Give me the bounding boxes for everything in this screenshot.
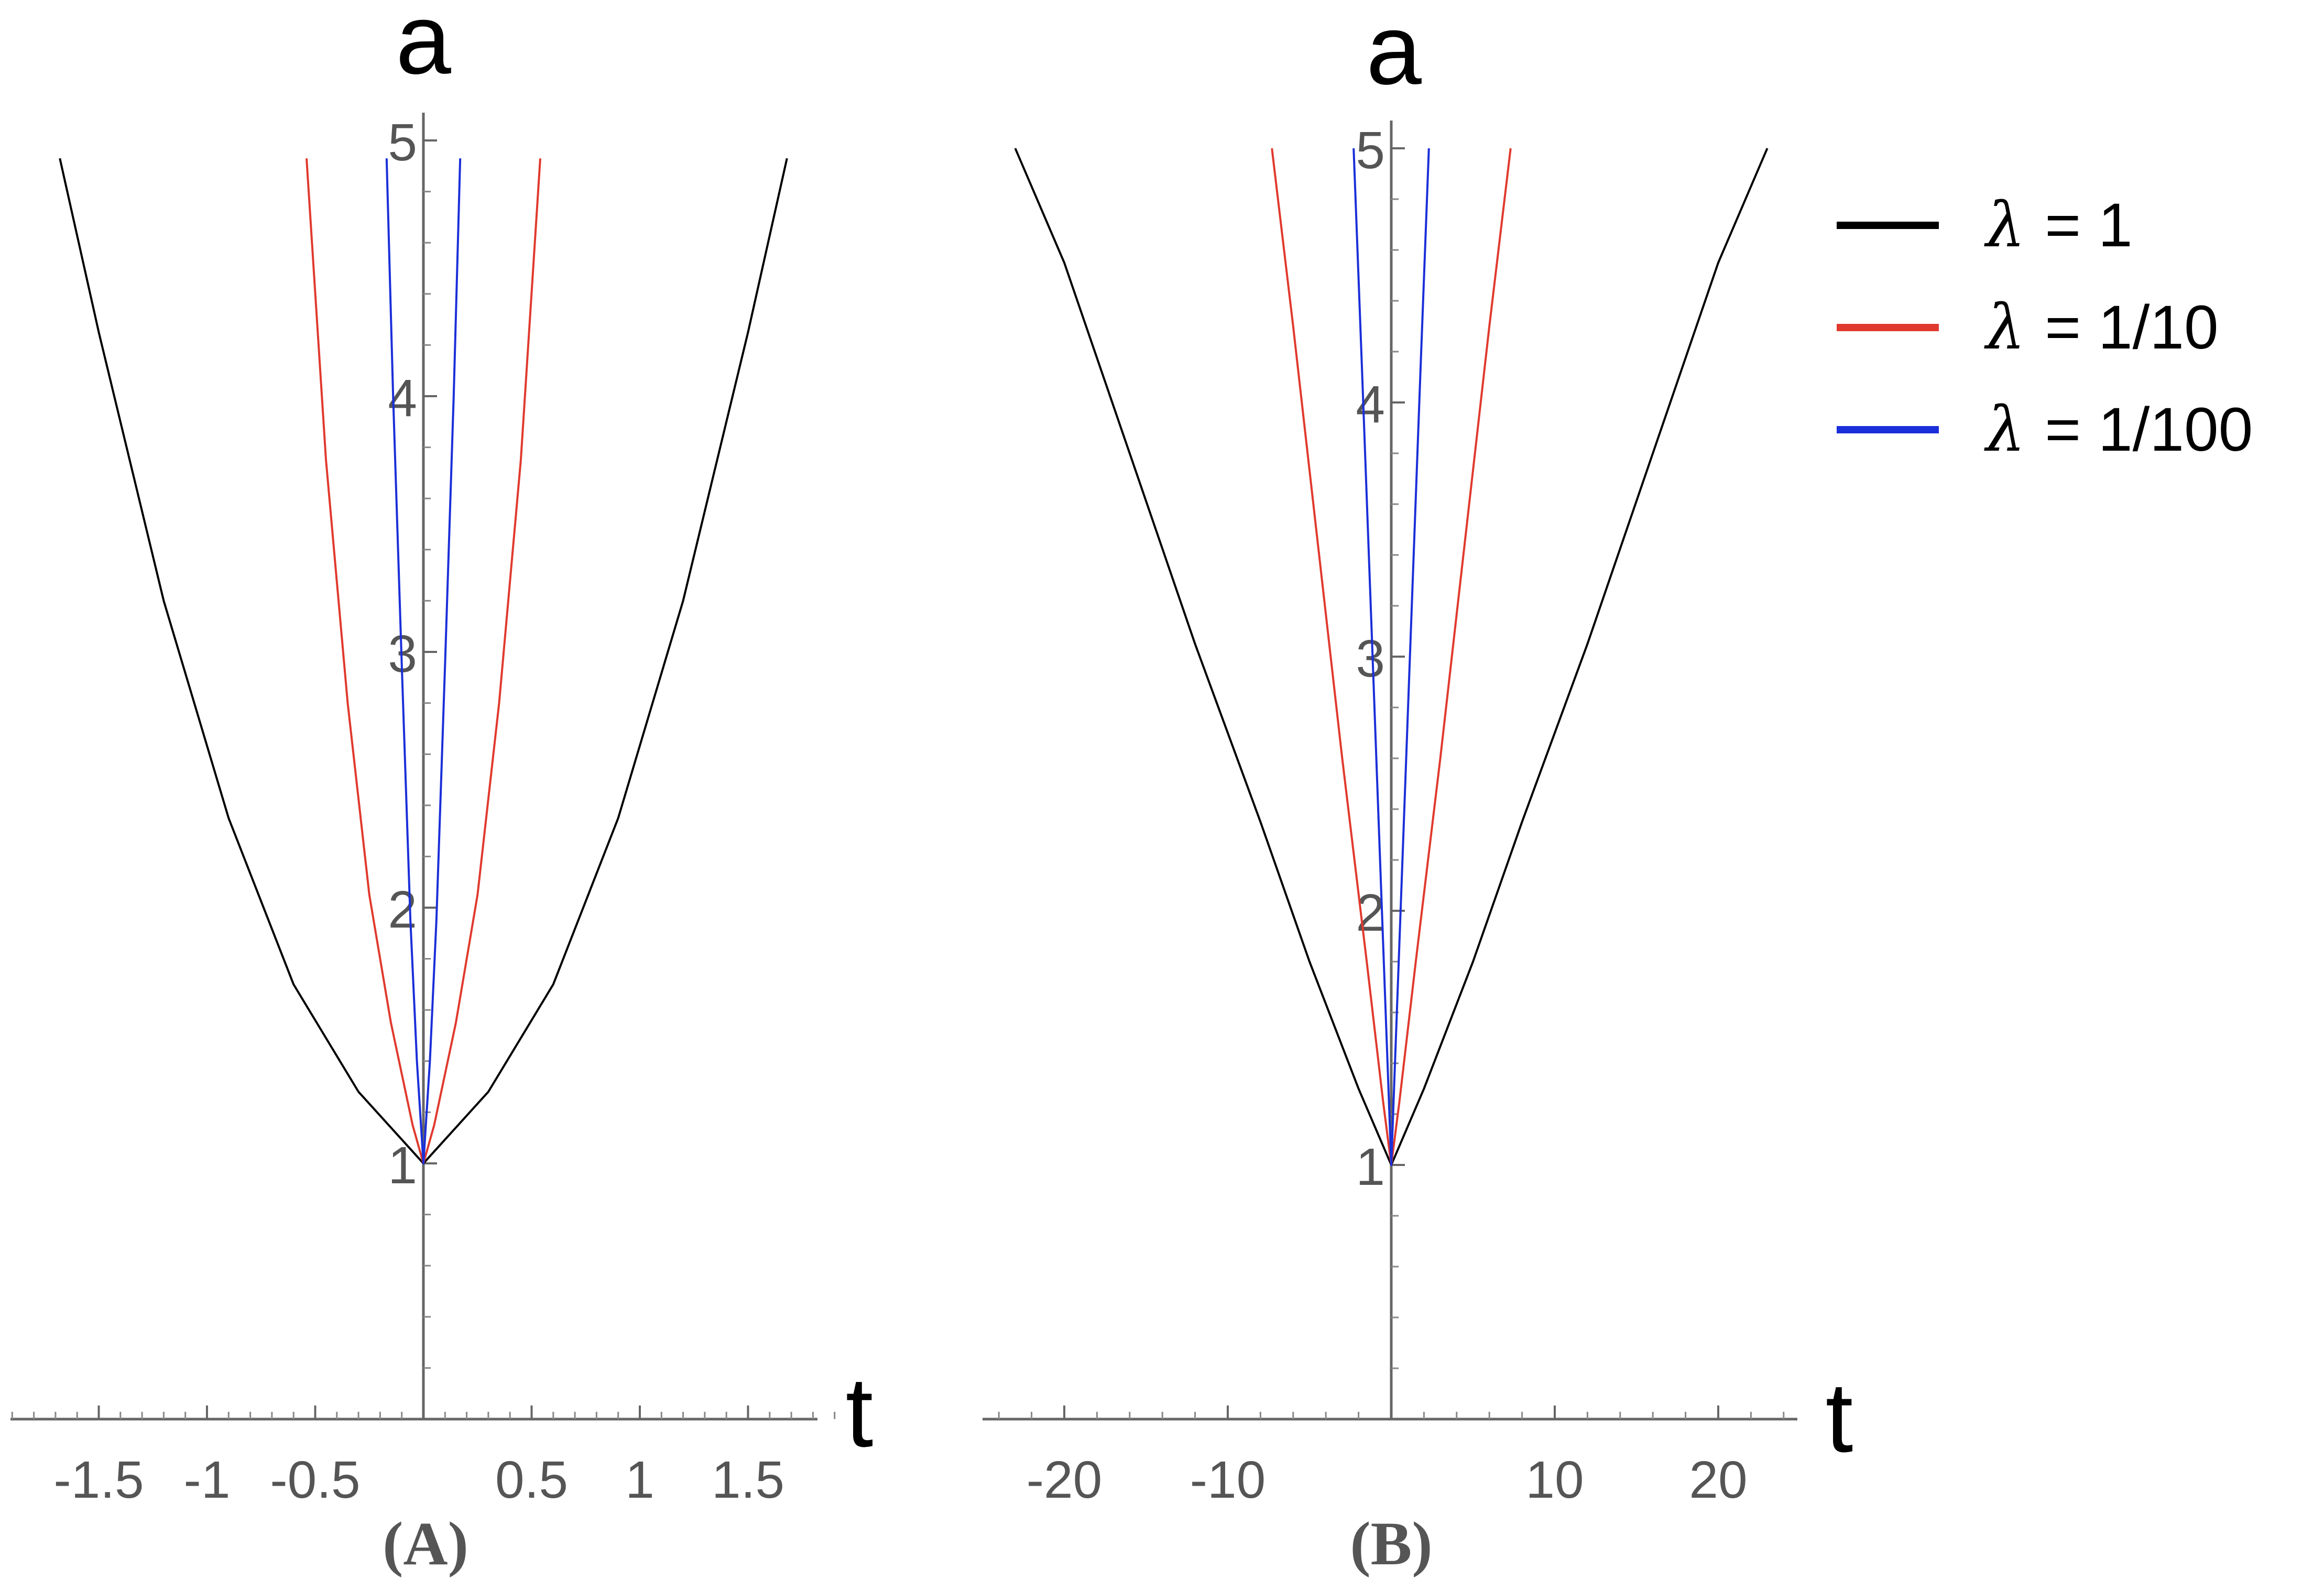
x-tick-label: -1.5 xyxy=(53,1451,144,1509)
y-tick-label: 4 xyxy=(1356,375,1385,434)
x-tick-label: -20 xyxy=(1027,1451,1103,1509)
x-tick-label: 20 xyxy=(1689,1451,1747,1509)
legend-symbol: λ xyxy=(1984,189,2045,261)
x-tick-label: 0.5 xyxy=(495,1451,568,1509)
panel-b-y-minor-ticks xyxy=(1391,147,1399,1369)
x-tick-label: 1.5 xyxy=(712,1451,784,1509)
panel-b-x-axis-title: t xyxy=(1826,1362,1853,1473)
panel-a-x-ticks: -1.5 -1 -0.5 0.5 1 1.5 xyxy=(53,1405,784,1509)
panel-b-label: (B) xyxy=(1350,1509,1432,1578)
legend-symbol: λ xyxy=(1984,393,2045,465)
panel-a-y-axis-title: a xyxy=(396,0,451,95)
x-tick-label: -10 xyxy=(1190,1451,1266,1509)
panel-b-series xyxy=(1014,148,1769,1166)
panel-b-y-axis-title: a xyxy=(1366,0,1422,105)
y-tick-label: 5 xyxy=(1356,121,1385,180)
y-tick-label: 3 xyxy=(1356,629,1385,688)
panel-a-x-axis-title: t xyxy=(846,1357,874,1468)
legend-entry-2: λ = 1/10 xyxy=(1984,291,2219,363)
y-tick-label: 1 xyxy=(388,1136,417,1195)
panel-b-x-ticks: -20 -10 10 20 xyxy=(1027,1405,1748,1509)
legend-symbol: λ xyxy=(1984,291,2045,363)
x-tick-label: -0.5 xyxy=(270,1451,360,1509)
y-tick-label: 1 xyxy=(1356,1138,1385,1196)
legend-text: = 1/10 xyxy=(2045,293,2218,362)
x-tick-label: 1 xyxy=(625,1451,654,1509)
legend: λ = 1λ = 1/10λ = 1/100 xyxy=(1837,189,2253,465)
x-tick-label: 10 xyxy=(1525,1451,1584,1509)
legend-entry-1: λ = 1 xyxy=(1984,189,2133,261)
series-line-3 xyxy=(1352,148,1430,1166)
y-tick-label: 2 xyxy=(388,880,417,939)
panel-a-series xyxy=(59,158,788,1164)
legend-text: = 1/100 xyxy=(2045,395,2253,464)
legend-entry-3: λ = 1/100 xyxy=(1984,393,2253,465)
x-tick-label: -1 xyxy=(184,1451,231,1509)
legend-text: = 1 xyxy=(2045,191,2132,260)
series-line-3 xyxy=(385,158,462,1164)
y-tick-label: 5 xyxy=(388,113,417,172)
panel-a-label: (A) xyxy=(383,1509,468,1578)
